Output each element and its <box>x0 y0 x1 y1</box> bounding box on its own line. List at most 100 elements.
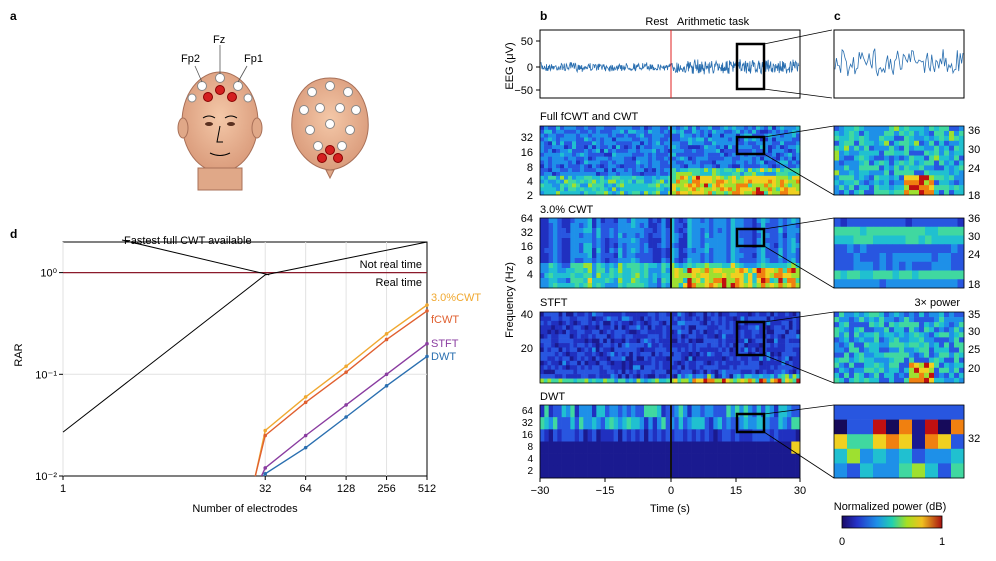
heat-cell <box>722 356 727 362</box>
heat-cell <box>787 228 792 234</box>
heat-cell <box>869 150 875 156</box>
heat-cell <box>652 243 658 249</box>
heat-cell <box>596 248 601 254</box>
zoom1-yticks: 36 30 24 18 <box>968 213 980 291</box>
heat-cell <box>696 126 701 131</box>
heat-cell <box>688 347 693 353</box>
heat-cell <box>776 152 781 157</box>
heat-cell <box>568 191 573 196</box>
heat-cell <box>879 261 887 271</box>
heat-cell <box>844 377 850 384</box>
heat-cell <box>733 356 738 362</box>
heat-cell <box>732 129 737 134</box>
heat-cell <box>626 441 632 454</box>
heat-cell <box>776 172 781 177</box>
heat-cell <box>609 283 614 289</box>
heat-cell <box>756 172 761 177</box>
heat-cell <box>939 372 945 379</box>
heat-cell <box>710 351 715 357</box>
heat-cell <box>662 374 667 379</box>
heat-cell <box>673 356 678 362</box>
heat-cell <box>879 357 885 364</box>
heat-cell <box>608 126 613 131</box>
heat-cell <box>640 374 645 379</box>
heat-cell <box>644 347 649 353</box>
heat-cell <box>939 342 945 348</box>
heat-cell <box>854 372 860 379</box>
heat-cell <box>934 145 940 151</box>
heat-cell <box>919 140 925 147</box>
heat-cell <box>639 465 645 479</box>
heat-cell <box>720 152 725 157</box>
heat-cell <box>834 160 840 166</box>
heat-cell <box>874 155 880 161</box>
heat-cell <box>894 372 900 379</box>
heat-cell <box>914 170 920 176</box>
heat-cell <box>839 357 845 364</box>
heat-cell <box>647 316 652 322</box>
heat-cell <box>768 179 773 184</box>
heat-cell <box>561 273 567 279</box>
heat-cell <box>792 187 797 192</box>
heat-cell <box>613 405 619 418</box>
heat-cell <box>718 312 723 317</box>
heat-cell <box>600 183 605 188</box>
heat-cell <box>761 273 766 279</box>
heat-cell <box>760 141 765 146</box>
heat-cell <box>764 172 769 177</box>
heat-cell <box>739 253 744 259</box>
heat-cell <box>579 258 584 264</box>
heat-cell <box>709 223 714 229</box>
heat-cell <box>618 312 623 317</box>
heat-cell <box>620 145 625 150</box>
heat-cell <box>954 175 960 181</box>
heat-cell <box>604 145 609 150</box>
heat-cell <box>840 253 848 263</box>
heat-cell <box>640 149 645 154</box>
heat-cell <box>681 312 686 317</box>
heat-cell <box>552 172 557 177</box>
heat-cell <box>849 332 855 338</box>
heat-cell <box>544 141 549 146</box>
heat-cell <box>606 316 611 322</box>
heat-cell <box>774 263 779 269</box>
heat-cell <box>568 152 573 157</box>
heat-cell <box>756 228 762 234</box>
heat-cell <box>899 347 905 353</box>
heat-cell <box>573 334 578 339</box>
heat-cell <box>635 453 640 467</box>
heat-cell <box>612 126 617 131</box>
heat-cell <box>712 126 717 131</box>
heat-cell <box>714 334 719 339</box>
heat-cell <box>736 338 741 344</box>
heat-cell <box>547 343 552 348</box>
heat-cell <box>713 238 718 244</box>
heat-cell <box>703 343 708 348</box>
heat-cell <box>780 183 785 188</box>
heat-cell <box>652 152 657 157</box>
heat-cell <box>696 248 701 254</box>
heat-cell <box>949 312 955 318</box>
heat-cell <box>562 369 567 375</box>
row0-ytick: 4 <box>527 176 533 188</box>
heat-cell <box>728 175 733 180</box>
heat-cell <box>632 156 637 161</box>
heat-cell <box>604 156 609 161</box>
heat-cell <box>547 365 552 370</box>
heat-cell <box>674 258 679 264</box>
heat-cell <box>709 273 714 279</box>
heat-cell <box>576 175 581 180</box>
heat-cell <box>735 273 740 279</box>
heat-cell <box>785 347 790 353</box>
heat-cell <box>796 152 801 157</box>
heat-cell <box>722 268 727 274</box>
heat-cell <box>934 362 940 369</box>
heat-cell <box>551 316 556 322</box>
heat-cell <box>670 356 675 362</box>
heat-cell <box>748 441 753 454</box>
heat-cell <box>688 141 693 146</box>
heat-cell <box>899 165 905 171</box>
heat-cell <box>673 343 678 348</box>
heat-cell <box>592 263 597 269</box>
heat-cell <box>716 156 721 161</box>
